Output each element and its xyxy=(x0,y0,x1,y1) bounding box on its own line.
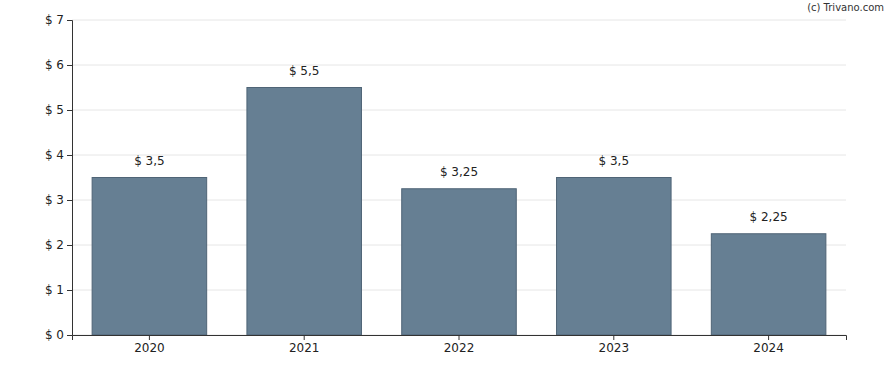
y-tick-mark xyxy=(67,245,72,246)
x-tick-label: 2022 xyxy=(444,341,475,355)
y-tick-label: $ 7 xyxy=(45,13,64,27)
chart: $ 3,5$ 5,5$ 3,25$ 3,5$ 2,25$ 0$ 1$ 2$ 3$… xyxy=(0,0,888,370)
y-tick: $ 4 xyxy=(45,148,72,162)
x-tick: 2020 xyxy=(134,335,165,355)
y-tick-mark xyxy=(67,20,72,21)
x-tick: 2024 xyxy=(753,335,784,355)
bar xyxy=(557,178,672,336)
grid-line xyxy=(72,20,846,21)
x-tick-mark xyxy=(459,335,460,340)
y-tick-label: $ 0 xyxy=(45,328,64,342)
y-tick-mark xyxy=(67,110,72,111)
x-tick-label: 2024 xyxy=(753,341,784,355)
x-tick: 2022 xyxy=(444,335,475,355)
bar xyxy=(92,178,207,336)
y-tick-mark xyxy=(67,290,72,291)
x-tick-mark xyxy=(613,335,614,340)
y-tick-label: $ 4 xyxy=(45,148,64,162)
grid-line xyxy=(72,110,846,111)
x-tick-label: 2023 xyxy=(599,341,630,355)
data-labels: $ 3,5 $ 5,5 $ 3,25 $ 3,5 $ 2,25 xyxy=(134,64,788,224)
bar xyxy=(402,189,517,335)
grid xyxy=(72,20,846,335)
x-tick: 2023 xyxy=(599,335,630,355)
y-tick-label: $ 5 xyxy=(45,103,64,117)
x-axis: 2020 2021 2022 2023 2024 xyxy=(73,335,847,355)
data-label: $ 2,25 xyxy=(750,210,788,224)
y-axis-line xyxy=(67,21,73,336)
x-axis-line xyxy=(73,336,847,341)
y-tick-mark xyxy=(67,335,72,336)
y-tick-label: $ 1 xyxy=(45,283,64,297)
annotation: (c) Trivano.com xyxy=(807,2,884,13)
y-axis: $ 0 $ 1 $ 2 $ 3 $ 4 $ 5 $ 6 $ 7 xyxy=(45,13,73,342)
x-tick-label: 2020 xyxy=(134,341,165,355)
plot: $ 3,5$ 5,5$ 3,25$ 3,5$ 2,25$ 0$ 1$ 2$ 3$… xyxy=(45,13,847,354)
bar xyxy=(247,88,362,336)
data-label: $ 5,5 xyxy=(289,64,320,78)
y-tick: $ 7 xyxy=(45,13,72,27)
x-tick-mark xyxy=(768,335,769,340)
grid-line xyxy=(72,155,846,156)
bar xyxy=(711,234,826,335)
y-tick: $ 1 xyxy=(45,283,72,297)
grid-line xyxy=(72,65,846,66)
data-label: $ 3,5 xyxy=(599,154,630,168)
y-tick-mark xyxy=(67,155,72,156)
y-tick: $ 0 xyxy=(45,328,72,342)
x-tick-label: 2021 xyxy=(289,341,320,355)
y-tick: $ 6 xyxy=(45,58,72,72)
data-label: $ 3,5 xyxy=(134,154,165,168)
y-tick-label: $ 2 xyxy=(45,238,64,252)
y-tick: $ 2 xyxy=(45,238,72,252)
y-tick-mark xyxy=(67,65,72,66)
y-tick-label: $ 3 xyxy=(45,193,64,207)
x-tick-mark xyxy=(304,335,305,340)
bars xyxy=(92,88,826,336)
y-tick: $ 3 xyxy=(45,193,72,207)
y-tick: $ 5 xyxy=(45,103,72,117)
y-tick-label: $ 6 xyxy=(45,58,64,72)
x-tick-mark xyxy=(149,335,150,340)
data-label: $ 3,25 xyxy=(440,165,478,179)
x-tick: 2021 xyxy=(289,335,320,355)
y-tick-mark xyxy=(67,200,72,201)
